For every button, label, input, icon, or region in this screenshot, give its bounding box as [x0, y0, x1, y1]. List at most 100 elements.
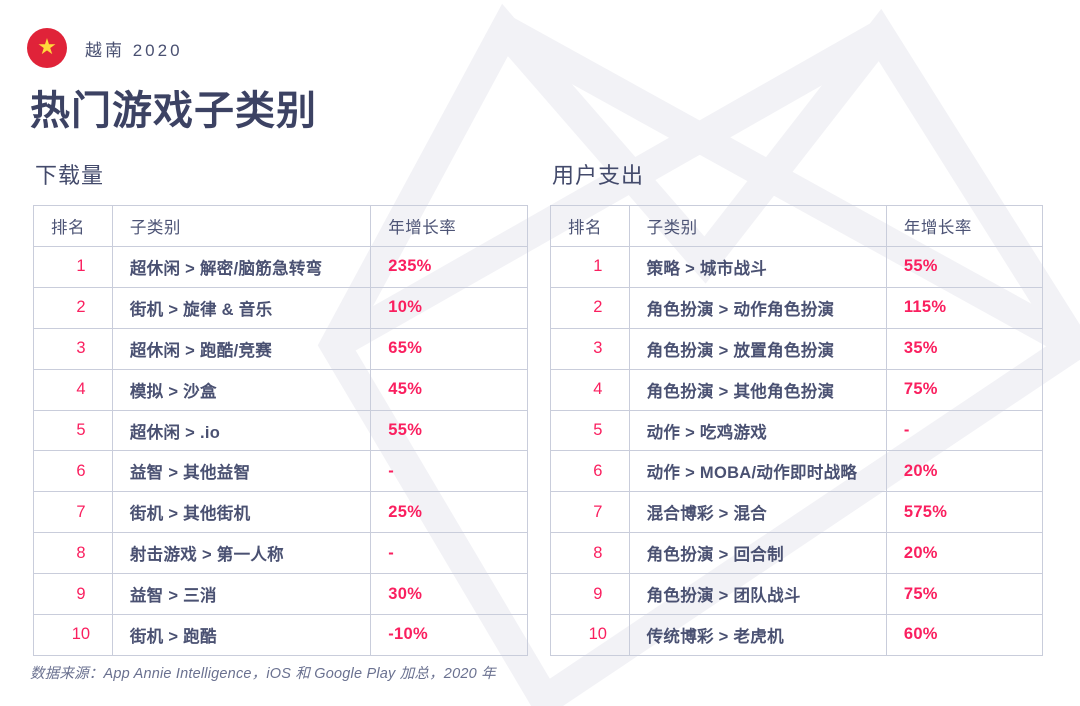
rank-cell: 9: [33, 573, 113, 616]
subcategory-cell: 角色扮演 > 放置角色扮演: [628, 327, 887, 370]
growth-cell: 65%: [370, 327, 528, 370]
subcategory-cell: 角色扮演 > 团队战斗: [628, 573, 887, 616]
flag-star-icon: ★: [37, 34, 57, 59]
growth-column-header: 年增长率: [885, 205, 1044, 247]
growth-cell: 45%: [370, 368, 528, 411]
growth-cell: -: [370, 532, 528, 575]
table-row: 5 超休闲 > .io 55%: [33, 409, 528, 452]
rank-cell: 7: [550, 491, 630, 534]
rank-column-header: 排名: [550, 205, 630, 247]
subcategory-cell: 超休闲 > 跑酷/竞赛: [111, 327, 372, 370]
report-header: ★ 越南 2020: [0, 0, 1080, 68]
table-row: 9 角色扮演 > 团队战斗 75%: [550, 573, 1044, 616]
rank-cell: 7: [33, 491, 113, 534]
subcategory-cell: 街机 > 跑酷: [111, 614, 372, 656]
rank-cell: 9: [550, 573, 630, 616]
rank-cell: 2: [33, 286, 113, 329]
subcategory-cell: 益智 > 三消: [111, 573, 372, 616]
table-row: 5 动作 > 吃鸡游戏 -: [550, 409, 1044, 452]
downloads-table: 排名 子类别 年增长率 1 超休闲 > 解密/脑筋急转弯 235% 2 街机 > 旋律 …: [33, 205, 528, 656]
table-row: 1 策略 > 城市战斗 55%: [550, 246, 1044, 288]
rank-cell: 4: [33, 368, 113, 411]
growth-cell: -: [885, 409, 1044, 452]
table-row: 2 街机 > 旋律 & 音乐 10%: [33, 286, 528, 329]
subcategory-cell: 街机 > 其他街机: [111, 491, 372, 534]
subcategory-column-header: 子类别: [628, 205, 887, 247]
table-row: 4 角色扮演 > 其他角色扮演 75%: [550, 368, 1044, 411]
subcategory-cell: 策略 > 城市战斗: [628, 246, 887, 288]
growth-cell: 55%: [370, 409, 528, 452]
rank-cell: 3: [33, 327, 113, 370]
growth-cell: 60%: [885, 614, 1044, 656]
subcategory-cell: 射击游戏 > 第一人称: [111, 532, 372, 575]
table-row: 3 超休闲 > 跑酷/竞赛 65%: [33, 327, 528, 370]
subcategory-cell: 街机 > 旋律 & 音乐: [111, 286, 372, 329]
rank-column-header: 排名: [33, 205, 113, 247]
growth-cell: 75%: [885, 368, 1044, 411]
table-row: 7 混合博彩 > 混合 575%: [550, 491, 1044, 534]
growth-cell: 35%: [885, 327, 1044, 370]
subcategory-cell: 混合博彩 > 混合: [628, 491, 887, 534]
table-row: 6 动作 > MOBA/动作即时战略 20%: [550, 450, 1044, 493]
growth-cell: -: [370, 450, 528, 493]
rank-cell: 10: [33, 614, 113, 656]
subcategory-cell: 动作 > 吃鸡游戏: [628, 409, 887, 452]
subcategory-cell: 角色扮演 > 回合制: [628, 532, 887, 575]
table-row: 6 益智 > 其他益智 -: [33, 450, 528, 493]
downloads-section-title: 下载量: [35, 163, 105, 188]
growth-column-header: 年增长率: [370, 205, 528, 247]
user-spend-table: 排名 子类别 年增长率 1 策略 > 城市战斗 55% 2 角色扮演 > 动作角色扮演 1…: [550, 205, 1044, 656]
user-spend-section: 用户支出 排名 子类别 年增长率 1 策略 > 城市战斗 55% 2 角色扮演 > 动作…: [550, 158, 1044, 656]
subcategory-cell: 传统博彩 > 老虎机: [628, 614, 887, 656]
downloads-section: 下载量 排名 子类别 年增长率 1 超休闲 > 解密/脑筋急转弯 235% 2 街机 >…: [33, 158, 528, 656]
subcategory-cell: 角色扮演 > 动作角色扮演: [628, 286, 887, 329]
table-row: 10 街机 > 跑酷 -10%: [33, 614, 528, 656]
rank-cell: 8: [33, 532, 113, 575]
country-year-label: 越南 2020: [85, 40, 183, 60]
table-row: 8 射击游戏 > 第一人称 -: [33, 532, 528, 575]
subcategory-cell: 超休闲 > .io: [111, 409, 372, 452]
rank-cell: 6: [33, 450, 113, 493]
rank-cell: 1: [33, 246, 113, 288]
table-row: 4 模拟 > 沙盒 45%: [33, 368, 528, 411]
table-row: 9 益智 > 三消 30%: [33, 573, 528, 616]
rank-cell: 6: [550, 450, 630, 493]
vietnam-flag-icon: ★: [27, 28, 67, 68]
subcategory-cell: 超休闲 > 解密/脑筋急转弯: [111, 246, 372, 288]
table-header-row: 排名 子类别 年增长率: [550, 205, 1044, 247]
subcategory-cell: 角色扮演 > 其他角色扮演: [628, 368, 887, 411]
table-row: 10 传统博彩 > 老虎机 60%: [550, 614, 1044, 656]
growth-cell: 30%: [370, 573, 528, 616]
growth-cell: 55%: [885, 246, 1044, 288]
rank-cell: 4: [550, 368, 630, 411]
table-header-row: 排名 子类别 年增长率: [33, 205, 528, 247]
subcategory-cell: 模拟 > 沙盒: [111, 368, 372, 411]
growth-cell: 10%: [370, 286, 528, 329]
data-source-note: 数据来源：App Annie Intelligence，iOS 和 Google…: [30, 666, 496, 682]
table-row: 3 角色扮演 > 放置角色扮演 35%: [550, 327, 1044, 370]
user-spend-section-title: 用户支出: [552, 163, 645, 188]
rank-cell: 5: [550, 409, 630, 452]
subcategory-cell: 动作 > MOBA/动作即时战略: [628, 450, 887, 493]
rank-cell: 10: [550, 614, 630, 656]
table-row: 7 街机 > 其他街机 25%: [33, 491, 528, 534]
rank-cell: 1: [550, 246, 630, 288]
growth-cell: 115%: [885, 286, 1044, 329]
subcategory-column-header: 子类别: [111, 205, 372, 247]
rank-cell: 2: [550, 286, 630, 329]
table-row: 1 超休闲 > 解密/脑筋急转弯 235%: [33, 246, 528, 288]
growth-cell: 75%: [885, 573, 1044, 616]
growth-cell: 20%: [885, 532, 1044, 575]
growth-cell: -10%: [370, 614, 528, 656]
growth-cell: 575%: [885, 491, 1044, 534]
rank-cell: 3: [550, 327, 630, 370]
growth-cell: 25%: [370, 491, 528, 534]
table-row: 2 角色扮演 > 动作角色扮演 115%: [550, 286, 1044, 329]
rank-cell: 5: [33, 409, 113, 452]
page-title: 热门游戏子类别: [30, 89, 317, 133]
growth-cell: 20%: [885, 450, 1044, 493]
tables-container: 下载量 排名 子类别 年增长率 1 超休闲 > 解密/脑筋急转弯 235% 2 街机 >…: [33, 158, 1080, 656]
rank-cell: 8: [550, 532, 630, 575]
growth-cell: 235%: [370, 246, 528, 288]
